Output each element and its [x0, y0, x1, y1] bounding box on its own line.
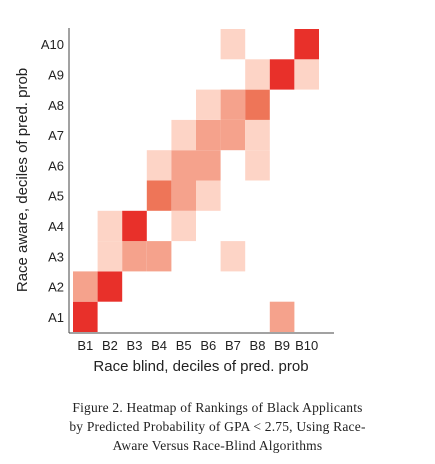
heatmap-cell-B3-A4: [122, 210, 147, 242]
caption-line-3: Aware Versus Race-Blind Algorithms: [112, 438, 323, 453]
x-tick-label: B9: [274, 338, 290, 353]
heatmap-cell-B2-A3: [97, 241, 123, 272]
heatmap-cell-B8-A8: [245, 89, 270, 120]
figure-caption: Figure 2. Heatmap of Rankings of Black A…: [0, 398, 435, 455]
heatmap-cell-B7-A3: [220, 241, 246, 272]
heatmap-cell-B4-A5: [146, 180, 172, 211]
heatmap-cell-B5-A7: [171, 119, 196, 151]
x-tick-label: B3: [127, 338, 143, 353]
x-tick-label: B10: [295, 338, 318, 353]
y-tick-label: A4: [48, 219, 64, 234]
x-tick-labels: B1 B2 B3 B4 B5 B6 B7 B8 B9 B10: [77, 338, 318, 353]
y-tick-label: A9: [48, 67, 64, 82]
y-tick-label: A7: [48, 128, 64, 143]
heatmap-cell-B5-A6: [171, 150, 196, 181]
caption-line-2: by Predicted Probability of GPA < 2.75, …: [69, 419, 366, 434]
heatmap-cell-B6-A7: [196, 119, 221, 151]
heatmap-cells: [73, 29, 319, 332]
y-tick-labels: A1 A2 A3 A4 A5 A6 A7 A8 A9 A10: [41, 37, 64, 325]
heatmap-chart: A1 A2 A3 A4 A5 A6 A7 A8 A9 A10 B1 B2 B3 B4 B5 B6 B7 B8 B9…: [14, 28, 334, 375]
x-axis-label: Race blind, deciles of pred. prob: [93, 358, 308, 375]
heatmap-cell-B3-A3: [122, 241, 147, 272]
heatmap-cell-B6-A8: [196, 89, 221, 120]
x-tick-label: B8: [250, 338, 266, 353]
caption-line-1: Figure 2. Heatmap of Rankings of Black A…: [72, 400, 363, 415]
heatmap-cell-B9-A9: [269, 59, 295, 90]
heatmap-cell-B4-A3: [146, 241, 172, 272]
heatmap-cell-B10-A10: [294, 29, 319, 60]
y-tick-label: A5: [48, 189, 64, 204]
heatmap-cell-B6-A6: [196, 150, 221, 181]
heatmap-cell-B5-A4: [171, 210, 196, 242]
heatmap-cell-B1-A2: [73, 271, 98, 302]
x-tick-label: B4: [151, 338, 167, 353]
heatmap-cell-B1-A1: [73, 301, 98, 332]
x-tick-label: B6: [200, 338, 216, 353]
y-tick-label: A2: [48, 280, 64, 295]
y-axis-label: Race aware, deciles of pred. prob: [14, 68, 31, 292]
x-tick-label: B1: [77, 338, 93, 353]
heatmap-cell-B2-A4: [97, 210, 123, 242]
heatmap-cell-B9-A1: [269, 301, 295, 332]
y-tick-label: A8: [48, 98, 64, 113]
heatmap-cell-B5-A5: [171, 180, 196, 211]
heatmap-cell-B7-A10: [220, 29, 246, 60]
x-tick-label: B2: [102, 338, 118, 353]
heatmap-cell-B7-A8: [220, 89, 246, 120]
x-tick-label: B5: [176, 338, 192, 353]
heatmap-cell-B8-A7: [245, 119, 270, 151]
y-tick-label: A10: [41, 37, 64, 52]
y-tick-label: A1: [48, 310, 64, 325]
heatmap-cell-B2-A2: [97, 271, 123, 302]
x-tick-label: B7: [225, 338, 241, 353]
heatmap-cell-B8-A9: [245, 59, 270, 90]
heatmap-cell-B7-A7: [220, 119, 246, 151]
y-tick-label: A3: [48, 249, 64, 264]
y-tick-label: A6: [48, 158, 64, 173]
heatmap-cell-B8-A6: [245, 150, 270, 181]
heatmap-cell-B10-A9: [294, 59, 319, 90]
heatmap-cell-B4-A6: [146, 150, 172, 181]
heatmap-cell-B6-A5: [196, 180, 221, 211]
